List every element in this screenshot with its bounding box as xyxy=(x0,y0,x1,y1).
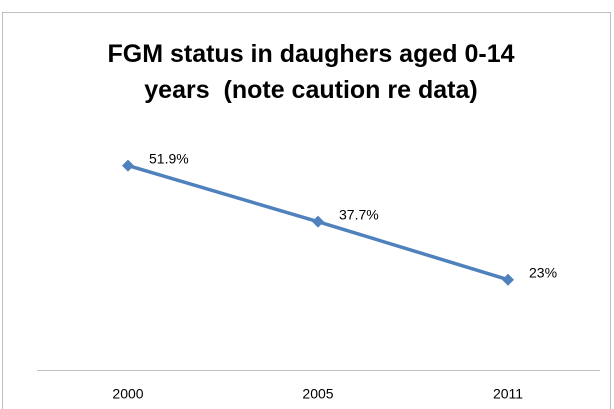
x-tick-label: 2005 xyxy=(302,386,333,402)
data-label: 23% xyxy=(529,264,557,280)
chart-title: years (note caution re data) xyxy=(144,76,477,104)
data-marker xyxy=(502,273,514,286)
data-marker xyxy=(312,215,324,228)
chart-title: FGM status in daughers aged 0-14 xyxy=(107,40,514,68)
data-marker xyxy=(122,159,134,172)
data-label: 37.7% xyxy=(339,206,379,222)
data-label: 51.9% xyxy=(149,150,189,166)
chart-frame xyxy=(2,12,611,409)
x-tick-label: 2000 xyxy=(112,386,143,402)
x-tick-label: 2011 xyxy=(493,386,523,402)
